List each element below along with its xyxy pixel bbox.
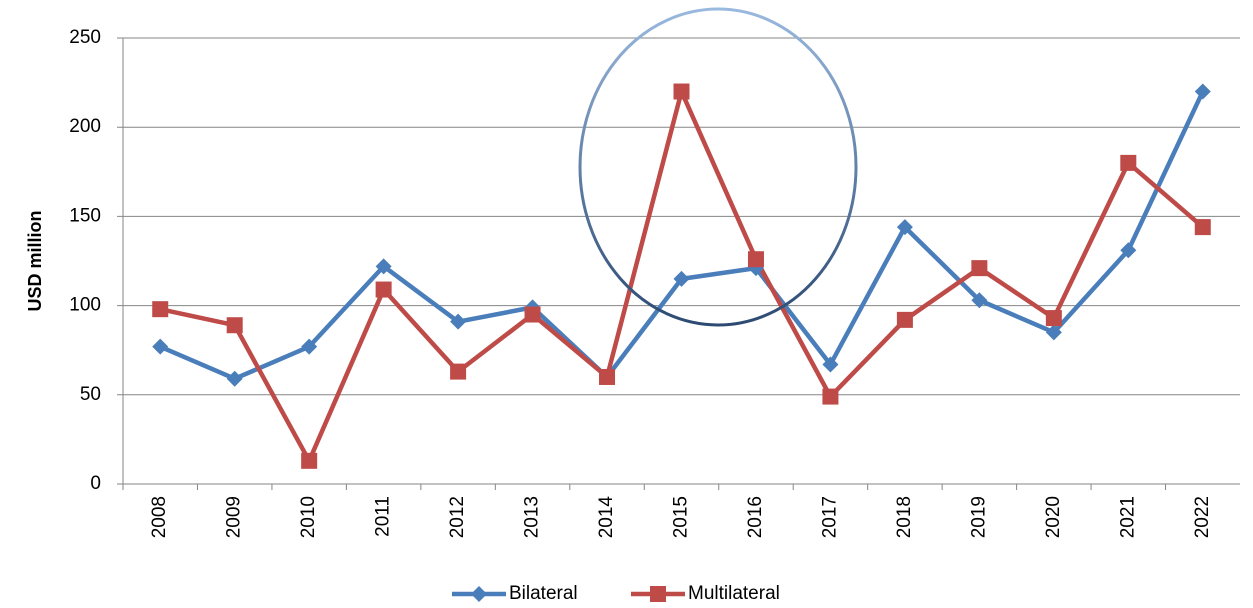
legend-marker	[650, 586, 666, 602]
x-tick-label: 2019	[968, 496, 989, 538]
x-tick-label: 2010	[298, 496, 319, 538]
data-point	[152, 338, 169, 355]
y-tick-label: 50	[80, 384, 101, 405]
data-point	[226, 317, 243, 334]
x-tick-label: 2015	[671, 496, 692, 538]
data-point	[1045, 324, 1062, 341]
y-tick-label: 200	[69, 116, 101, 137]
series-line	[159, 90, 1205, 381]
data-point	[896, 311, 913, 328]
data-point	[971, 260, 988, 277]
x-tick-label: 2021	[1117, 496, 1138, 538]
x-tick-label: 2020	[1043, 496, 1064, 538]
data-point	[673, 270, 690, 287]
x-tick-label: 2013	[522, 496, 543, 538]
data-point	[450, 313, 467, 330]
y-tick-label: 0	[90, 473, 101, 494]
x-tick-label: 2012	[447, 496, 468, 538]
legend-marker	[471, 586, 487, 602]
data-point	[152, 301, 169, 318]
data-point	[1194, 219, 1211, 236]
data-point	[375, 281, 392, 298]
data-point	[524, 306, 541, 323]
y-tick-label: 250	[69, 27, 101, 48]
x-tick-label: 2022	[1192, 496, 1213, 538]
data-point	[301, 338, 318, 355]
data-point	[822, 388, 839, 405]
y-tick-label: 100	[69, 295, 101, 316]
data-point	[1120, 242, 1137, 259]
x-tick-label: 2014	[596, 496, 617, 539]
x-tick-label: 2018	[894, 496, 915, 538]
data-point	[375, 258, 392, 275]
data-point	[226, 370, 243, 387]
x-tick-label: 2008	[149, 496, 170, 538]
legend-label: Bilateral	[509, 583, 578, 604]
data-point	[1194, 83, 1211, 100]
legend-label: Multilateral	[688, 583, 780, 604]
data-point	[673, 83, 690, 100]
data-point	[971, 292, 988, 309]
x-tick-label: 2009	[224, 496, 245, 538]
y-tick-label: 150	[69, 205, 101, 226]
data-point	[747, 251, 764, 268]
data-point	[1120, 154, 1137, 171]
x-tick-label: 2011	[373, 496, 394, 537]
y-axis-label: USD million	[25, 210, 45, 311]
data-point	[1045, 310, 1062, 327]
data-point	[450, 363, 467, 380]
x-tick-label: 2016	[745, 496, 766, 538]
x-tick-label: 2017	[819, 496, 840, 538]
data-point	[599, 368, 616, 385]
highlight-ellipse	[578, 7, 858, 327]
data-point	[822, 356, 839, 373]
data-point	[896, 219, 913, 236]
data-point	[301, 452, 318, 469]
